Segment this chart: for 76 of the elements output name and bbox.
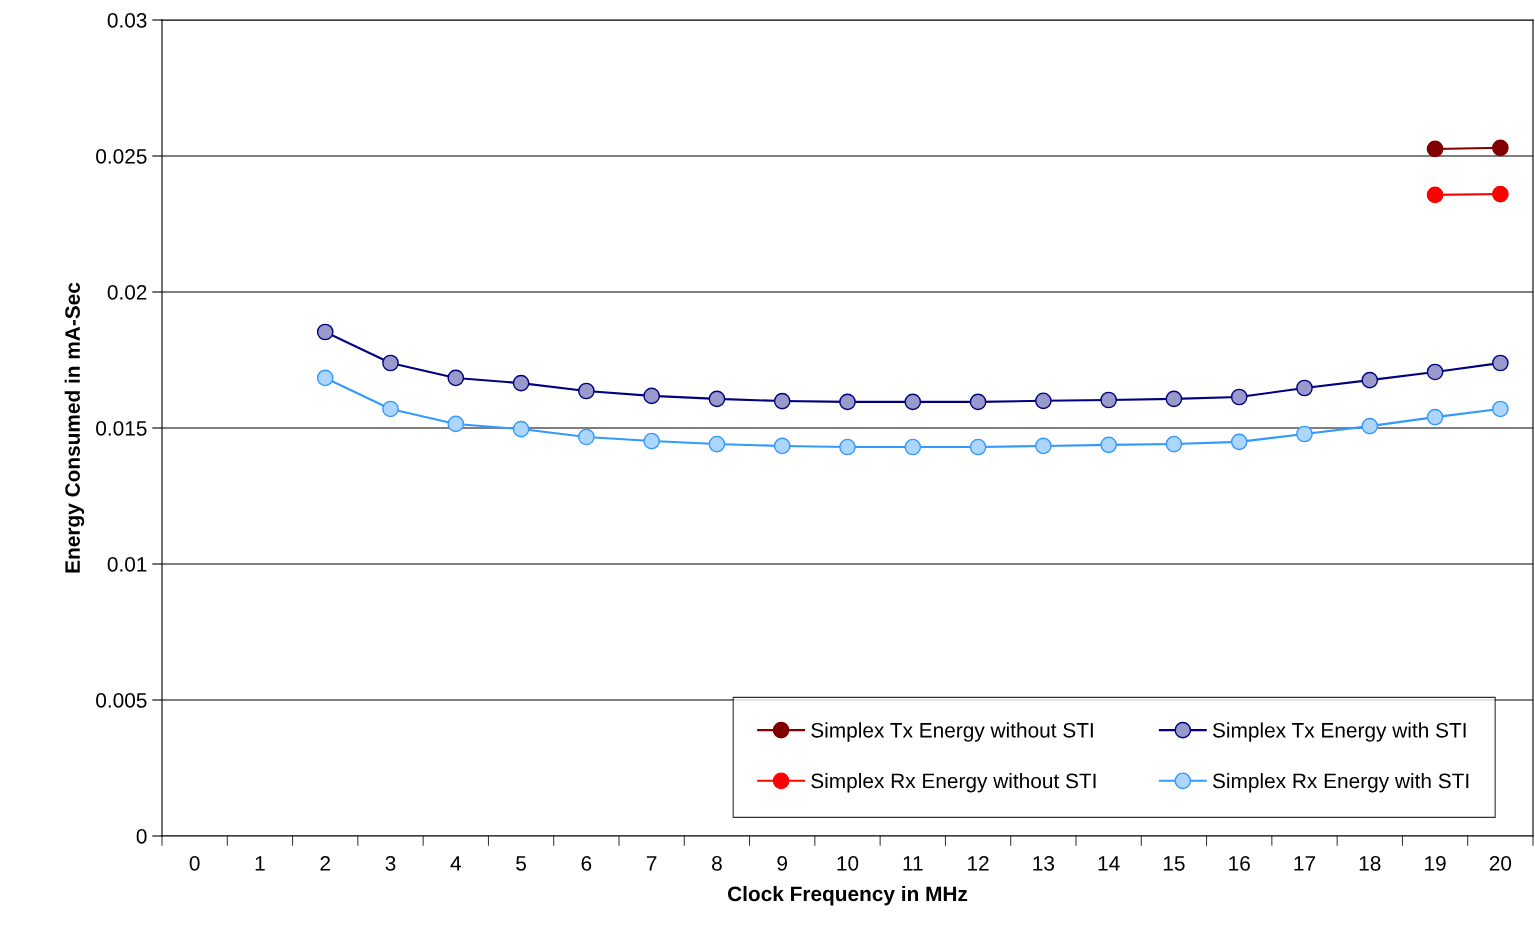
point <box>447 415 465 433</box>
x-tick-label: 20 <box>1489 855 1512 871</box>
legend-label: Simplex Tx Energy without STI <box>811 722 1093 742</box>
point <box>1361 417 1379 435</box>
point <box>1492 400 1509 418</box>
point <box>1230 433 1248 451</box>
x-tick-label: 3 <box>385 855 396 871</box>
y-tick-label: 0 <box>136 829 147 844</box>
x-tick-label: 2 <box>320 855 330 871</box>
x-tick-label: 9 <box>777 855 788 871</box>
x-tick-label: 7 <box>646 856 657 871</box>
point <box>578 428 595 446</box>
point <box>839 393 856 411</box>
x-tick-label: 18 <box>1359 855 1381 871</box>
x-tick-label: 16 <box>1229 855 1250 871</box>
point <box>1492 185 1509 203</box>
point <box>1165 390 1183 408</box>
x-tick-label: 4 <box>450 856 461 871</box>
point <box>839 438 856 456</box>
y-tick-label: 0.015 <box>96 421 147 436</box>
point <box>382 354 399 372</box>
point <box>1492 354 1509 372</box>
point <box>969 393 987 411</box>
y-tick-label: 0.03 <box>107 13 147 28</box>
x-tick-label: 11 <box>903 856 923 871</box>
point <box>1426 140 1444 158</box>
point <box>1296 425 1313 443</box>
point <box>643 432 660 450</box>
x-tick-label: 10 <box>837 855 859 871</box>
point <box>969 438 987 456</box>
point <box>1100 391 1117 409</box>
legend-label: Simplex Rx Energy without STI <box>811 773 1096 793</box>
point <box>773 392 791 410</box>
y-tick-label: 0.01 <box>107 557 147 572</box>
point <box>1426 408 1444 426</box>
point <box>512 420 530 438</box>
legend-label: Simplex Rx Energy with STI <box>1212 773 1469 793</box>
x-tick-label: 8 <box>712 855 722 871</box>
point <box>1296 379 1313 397</box>
y-tick-label: 0.02 <box>107 285 147 300</box>
point <box>1230 388 1248 406</box>
x-tick-label: 0 <box>189 855 200 871</box>
x-tick-label: 13 <box>1033 855 1055 871</box>
x-tick-label: 12 <box>968 855 989 871</box>
point <box>904 438 922 456</box>
x-tick-label: 17 <box>1294 856 1316 871</box>
point <box>1100 436 1117 454</box>
y-tick-label: 0.005 <box>96 693 147 708</box>
point <box>1492 139 1509 157</box>
point <box>512 374 530 392</box>
x-axis-title: Clock Frequency in MHz <box>727 885 968 906</box>
y-axis-title: Energy Consumed in mA-Sec <box>64 282 85 573</box>
point <box>1426 186 1444 204</box>
x-tick-label: 5 <box>516 856 526 871</box>
x-tick-label: 1 <box>255 856 265 871</box>
point <box>316 323 334 341</box>
point <box>1165 435 1183 453</box>
point <box>643 387 660 405</box>
point <box>447 369 465 387</box>
point <box>1035 392 1052 410</box>
x-tick-label: 15 <box>1163 856 1185 871</box>
point <box>382 400 399 418</box>
point <box>773 437 791 455</box>
point <box>1426 363 1444 381</box>
point <box>1361 371 1379 389</box>
point <box>904 393 922 411</box>
y-tick-label: 0.025 <box>96 149 147 164</box>
x-tick-label: 19 <box>1425 855 1446 871</box>
point <box>578 382 595 400</box>
x-tick-label: 6 <box>581 855 592 871</box>
point <box>708 435 726 453</box>
legend-label: Simplex Tx Energy with STI <box>1212 722 1466 742</box>
point <box>316 369 334 387</box>
point <box>708 390 726 408</box>
point <box>1035 437 1052 455</box>
x-tick-label: 14 <box>1098 856 1120 871</box>
